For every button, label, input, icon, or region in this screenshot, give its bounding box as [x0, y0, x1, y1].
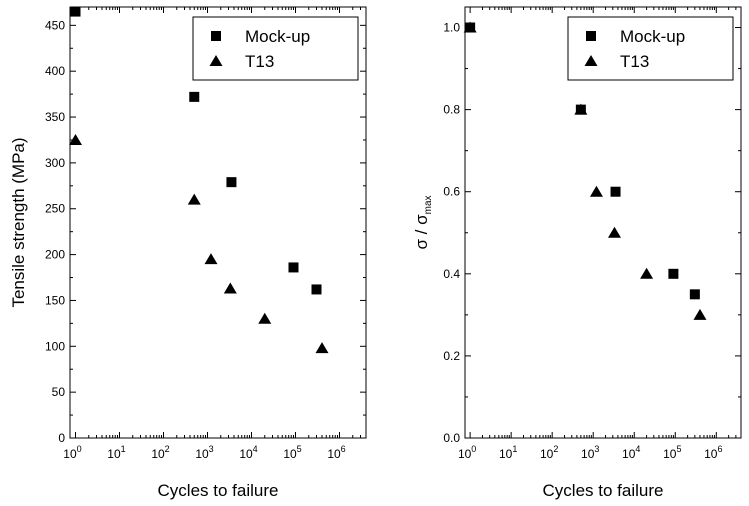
legend-marker [586, 31, 596, 41]
triangle-point [315, 342, 329, 354]
y-axis-title: Tensile strength (MPa) [9, 137, 28, 307]
legend-label: Mock-up [245, 27, 310, 46]
x-tick-label: 100 [63, 444, 81, 461]
x-tick-label: 102 [540, 444, 558, 461]
chart-panel-2: 100 101 102 103 104 105 106 0.0 0.2 0.4 0.6 0.8 1.0 C… [412, 6, 742, 500]
triangle-point [463, 21, 477, 33]
x-tick-label: 102 [151, 444, 169, 461]
x-tick-label: 105 [283, 444, 301, 461]
x-tick-label: 101 [107, 444, 125, 461]
triangle-point [574, 103, 588, 115]
y-tick-label: 400 [45, 64, 65, 78]
square-point [288, 262, 299, 273]
series-t13 [68, 133, 329, 354]
x-axis-title: Cycles to failure [158, 481, 279, 500]
triangle-point [589, 185, 603, 197]
triangle-point [607, 226, 621, 238]
y-tick-label: 100 [45, 339, 65, 353]
triangle-point [640, 267, 654, 279]
x-tick-label: 103 [581, 444, 599, 461]
square-point [610, 186, 621, 197]
y-tick-label: 0 [58, 431, 65, 445]
x-axis-title: Cycles to failure [543, 481, 664, 500]
legend-box [192, 16, 359, 81]
square-point [226, 177, 237, 188]
x-tick-label: 103 [195, 444, 213, 461]
square-point [668, 268, 679, 279]
x-tick-label: 100 [458, 444, 476, 461]
y-tick-label: 200 [45, 248, 65, 262]
x-tick-label: 104 [239, 444, 257, 461]
triangle-point [68, 133, 82, 145]
legend-box [567, 16, 734, 81]
legend-label: T13 [245, 52, 274, 71]
y-tick-label: 0.0 [443, 431, 460, 445]
y-tick-label: 150 [45, 293, 65, 307]
legend-label: Mock-up [620, 27, 685, 46]
x-tick-label: 105 [663, 444, 681, 461]
y-tick-label: 250 [45, 202, 65, 216]
legend-marker [209, 55, 223, 66]
plot-frame [464, 6, 742, 439]
triangle-point [187, 193, 201, 205]
plot-frame [69, 6, 367, 439]
y-tick-label: 0.6 [443, 185, 460, 199]
x-tick-label: 106 [704, 444, 722, 461]
y-tick-label: 50 [52, 385, 66, 399]
triangle-point [204, 253, 218, 265]
y-axis-title: σ / σmax [412, 195, 434, 249]
y-tick-label: 0.2 [443, 349, 460, 363]
x-tick-label: 104 [622, 444, 640, 461]
triangle-point [223, 282, 237, 294]
y-tick-label: 0.8 [443, 103, 460, 117]
square-point [70, 6, 81, 17]
y-tick-label: 450 [45, 18, 65, 32]
legend-label: T13 [620, 52, 649, 71]
series-mock-up [70, 6, 322, 295]
triangle-point [258, 312, 272, 324]
legend-marker [584, 55, 598, 66]
legend: Mock-up T13 [192, 16, 359, 81]
y-tick-label: 0.4 [443, 267, 460, 281]
square-point [189, 91, 200, 102]
triangle-point [693, 308, 707, 320]
square-point [689, 289, 700, 300]
x-tick-label: 101 [499, 444, 517, 461]
legend: Mock-up T13 [567, 16, 734, 81]
y-tick-label: 300 [45, 156, 65, 170]
series-t13 [463, 21, 707, 320]
x-tick-label: 106 [327, 444, 345, 461]
legend-marker [211, 31, 221, 41]
square-point [311, 284, 322, 295]
y-tick-label: 350 [45, 110, 65, 124]
y-tick-label: 1.0 [443, 21, 460, 35]
chart-panel-1: 100 101 102 103 104 105 106 0 50 100 150 200 250 300 3… [9, 6, 367, 500]
